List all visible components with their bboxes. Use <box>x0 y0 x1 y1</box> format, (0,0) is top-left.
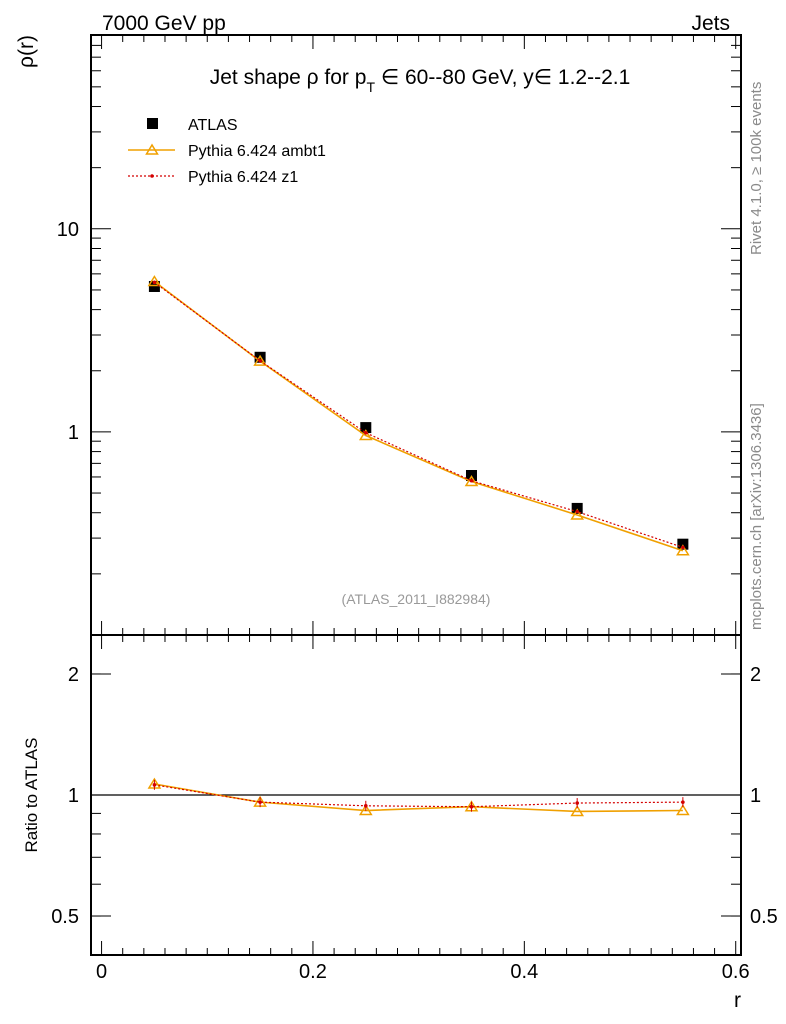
main-point-z1 <box>681 545 685 550</box>
legend-label-z1: Pythia 6.424 z1 <box>188 169 298 186</box>
ratio-point-z1 <box>363 804 368 808</box>
ratio-point-ambt1 <box>570 805 585 817</box>
legend-item-ambt1: Pythia 6.424 ambt1 <box>128 143 326 160</box>
legend-marker-ambt1 <box>145 143 159 155</box>
main-point-atlas <box>148 280 160 292</box>
x-tick-label: 0.6 <box>722 961 750 983</box>
main-point-atlas <box>677 538 689 550</box>
header-left: 7000 GeV pp <box>102 12 226 35</box>
main-point-atlas <box>571 502 583 514</box>
title-post: ∈ 60--80 GeV, y∈ 1.2--2.1 <box>375 66 630 89</box>
main-point-z1 <box>575 509 579 514</box>
ratio-point-z1 <box>681 800 685 804</box>
analysis-watermark: (ATLAS_2011_I882984) <box>342 591 491 607</box>
main-line-ambt1 <box>153 280 684 552</box>
legend-label-ambt1: Pythia 6.424 ambt1 <box>188 143 326 160</box>
legend-item-z1: Pythia 6.424 z1 <box>128 169 298 186</box>
legend-label-atlas: ATLAS <box>188 117 238 134</box>
legend-marker-atlas <box>147 118 158 129</box>
title-pre: Jet shape ρ for p <box>210 66 367 89</box>
mcplots-label: mcplots.cern.ch [arXiv:1306.3436] <box>748 403 765 630</box>
legend-item-atlas: ATLAS <box>147 117 238 134</box>
main-point-z1 <box>469 478 474 483</box>
legend: ATLAS Pythia 6.424 ambt1 Pythia 6.424 z1 <box>128 117 326 186</box>
main-point-ambt1 <box>676 544 690 556</box>
ratio-y-tick-label-right: 1 <box>750 785 761 807</box>
ratio-point-z1 <box>258 800 262 804</box>
header-right: Jets <box>691 12 730 35</box>
main-point-atlas <box>360 422 372 434</box>
chart-title: Jet shape ρ for pT ∈ 60--80 GeV, y∈ 1.2-… <box>210 66 631 95</box>
ratio-point-ambt1 <box>676 804 690 816</box>
ratio-y-tick-label-right: 2 <box>750 664 761 686</box>
main-ylabel: ρ(r) <box>15 35 38 68</box>
title-sub: T <box>366 79 375 95</box>
ratio-y-tick-label-right: 0.5 <box>750 906 778 928</box>
main-point-ambt1 <box>147 275 162 287</box>
ratio-ylabel: Ratio to ATLAS <box>22 738 41 853</box>
main-point-z1 <box>363 430 368 435</box>
main-y-tick-label: 10 <box>57 219 79 241</box>
ratio-point-ambt1 <box>358 804 373 816</box>
x-axis-label: r <box>734 989 741 1012</box>
main-y-tick-label: 1 <box>68 422 79 444</box>
ratio-point-z1 <box>152 783 157 787</box>
main-point-z1 <box>152 280 157 285</box>
main-point-z1 <box>258 358 262 363</box>
ratio-point-z1 <box>469 804 474 809</box>
x-tick-label: 0.4 <box>510 961 538 983</box>
ratio-y-tick-label: 1 <box>68 785 79 807</box>
ratio-point-z1 <box>575 801 579 805</box>
x-tick-label: 0 <box>96 961 107 983</box>
legend-marker-z1 <box>150 174 154 178</box>
ratio-line-z1 <box>154 784 683 808</box>
main-line-z1 <box>154 281 684 548</box>
main-point-ambt1 <box>358 429 373 441</box>
main-point-ambt1 <box>253 354 267 366</box>
rivet-label: Rivet 4.1.0, ≥ 100k events <box>748 82 765 255</box>
ratio-y-tick-label: 2 <box>68 664 79 686</box>
main-point-ambt1 <box>570 508 585 520</box>
x-tick-label: 0.2 <box>299 961 327 983</box>
ratio-y-tick-label: 0.5 <box>51 906 79 928</box>
main-point-ambt1 <box>464 475 479 487</box>
